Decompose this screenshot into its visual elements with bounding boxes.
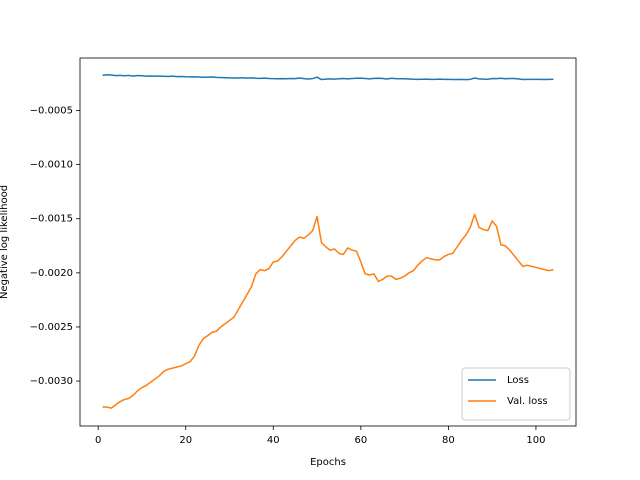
x-axis-label: Epochs bbox=[310, 457, 346, 468]
x-tick-label: 100 bbox=[526, 435, 545, 446]
y-tick-label: −0.0020 bbox=[30, 268, 73, 279]
x-tick-label: 20 bbox=[179, 435, 192, 446]
legend-label: Val. loss bbox=[507, 396, 548, 407]
y-tick-label: −0.0025 bbox=[30, 322, 73, 333]
legend-label: Loss bbox=[507, 375, 529, 386]
x-tick-label: 0 bbox=[95, 435, 101, 446]
legend-box bbox=[461, 367, 571, 421]
x-tick-label: 80 bbox=[442, 435, 455, 446]
y-tick-label: −0.0030 bbox=[30, 376, 73, 387]
y-axis-label: Negative log likelihood bbox=[0, 185, 10, 299]
y-tick-label: −0.0015 bbox=[30, 214, 73, 225]
line-series bbox=[102, 213, 554, 409]
line-series bbox=[102, 74, 554, 81]
x-tick-label: 60 bbox=[354, 435, 367, 446]
y-tick-label: −0.0010 bbox=[30, 160, 73, 171]
x-tick-label: 40 bbox=[267, 435, 280, 446]
plot-frame bbox=[79, 57, 577, 427]
y-tick-label: −0.0005 bbox=[30, 105, 73, 116]
